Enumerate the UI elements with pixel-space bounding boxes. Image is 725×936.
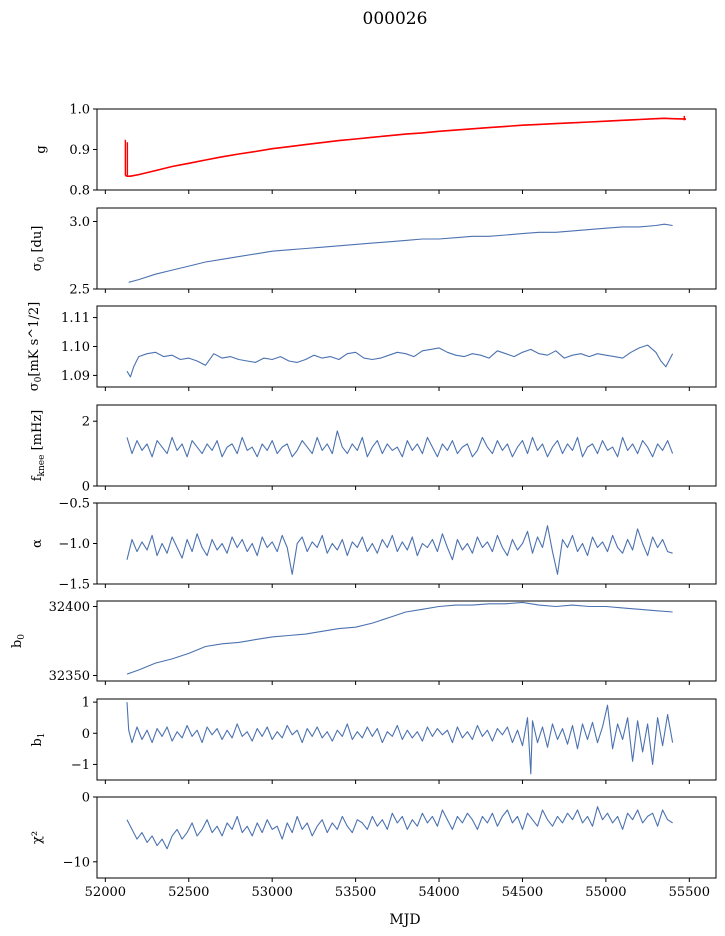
y-tick-label: −1.5 [58,578,90,593]
y-tick-label: 0.9 [69,143,90,158]
y-axis-label: χ² [30,831,45,844]
axes-frame [96,108,717,191]
y-tick-label: 2.5 [69,283,90,298]
y-tick-label: 2 [82,415,90,430]
axes-frame [96,207,717,290]
y-tick-label: −10 [63,855,90,870]
axes-frame [96,698,717,781]
y-axis-label: fknee [mHz] [30,410,47,482]
subplot-5: −0.5 −1.0 −1.5 α [30,497,717,593]
x-tick-label: 52000 [85,885,126,900]
subplot-8: 0 −10 52000 52500 53000 53500 54000 54500 55000 5… [30,791,717,900]
series-line-1-1 [125,117,687,177]
x-tick-label: 53500 [335,885,376,900]
x-tick-label: 54000 [418,885,459,900]
axes-frame [96,796,717,879]
y-tick-label: 0.8 [69,184,90,199]
y-tick-label: −1.0 [58,537,90,552]
fit-line [125,117,687,177]
series-line-5-1 [126,525,673,575]
subplot-4: 2 0 fknee [mHz] [30,404,717,495]
subplot-6: 32400 32350 b0 [10,600,717,685]
y-tick-label: 1.11 [61,311,90,326]
series-line-3-1 [126,344,674,378]
y-axis-label: α [30,539,45,548]
subplot-7: 1 0 −1 b1 [30,696,717,784]
y-axis-label: σ0[mK s^1/2] [27,302,44,391]
subplot-2: 3.0 2.5 σ0 [du] [30,207,717,298]
y-tick-label: 1.10 [61,340,90,355]
y-tick-label: 0 [82,791,90,806]
x-tick-label: 55000 [585,885,626,900]
y-tick-label: −1 [71,758,90,773]
axes-frame [96,305,717,388]
axes-frame [96,502,717,585]
figure-title: 000026 [363,9,428,29]
y-tick-label: 1.0 [69,103,90,118]
series-line-4-1 [126,430,674,458]
x-tick-label: 52500 [168,885,209,900]
y-axis-label: b1 [30,732,47,746]
x-axis-label: MJD [389,912,420,928]
y-axis-label: b0 [10,634,27,648]
x-tick-label: 55500 [669,885,710,900]
x-tick-label: 54500 [502,885,543,900]
y-tick-label: 32350 [49,669,90,684]
y-tick-label: 3.0 [69,215,90,230]
axes-frame [96,600,717,682]
axes-frame [96,404,717,487]
y-tick-label: 1 [82,696,90,711]
y-tick-label: 1.09 [61,369,90,384]
series-line-8-1 [126,806,673,850]
subplot-stack: 1.0 0.9 0.8 g 3.0 2.5 σ0 [du] 1.11 1.10 1.09 σ0[mK… [10,103,717,900]
series-line-7-1 [126,702,674,775]
subplot-3: 1.11 1.10 1.09 σ0[mK s^1/2] [27,302,717,391]
y-tick-label: 32400 [49,600,90,615]
x-tick-label: 53000 [252,885,293,900]
y-axis-label: σ0 [du] [30,226,47,272]
y-tick-label: 0 [82,727,90,742]
y-tick-label: 0 [82,480,90,495]
subplot-1: 1.0 0.9 0.8 g [34,103,717,199]
y-tick-label: −0.5 [58,497,90,512]
y-axis-label: g [34,145,49,153]
series-line-2-1 [128,223,673,283]
series-line-6-1 [126,601,673,675]
